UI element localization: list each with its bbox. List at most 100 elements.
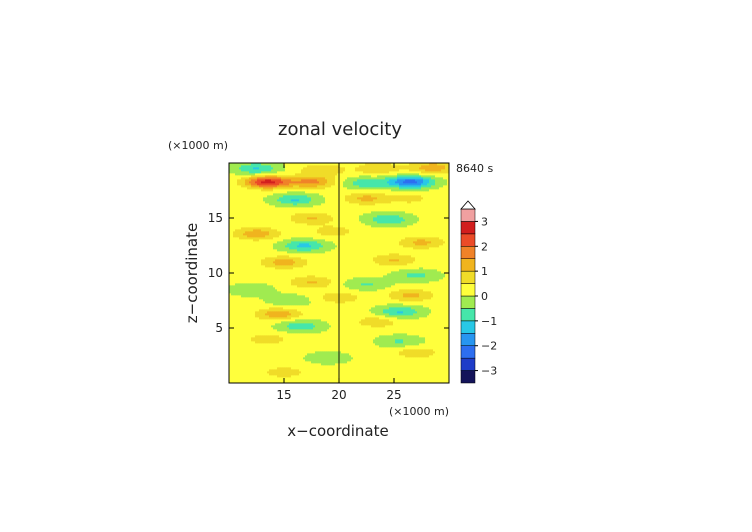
heatmap-cell <box>311 313 314 316</box>
heatmap-cell <box>313 305 316 308</box>
heatmap-cell <box>401 307 404 310</box>
heatmap-cell <box>371 347 374 350</box>
heatmap-cell <box>351 343 354 346</box>
heatmap-cell <box>235 309 238 312</box>
heatmap-cell <box>279 291 282 294</box>
heatmap-cell <box>405 349 408 352</box>
heatmap-cell <box>377 293 380 296</box>
heatmap-cell <box>327 331 330 334</box>
heatmap-cell <box>309 339 312 342</box>
heatmap-cell <box>357 319 360 322</box>
heatmap-cell <box>391 361 394 364</box>
heatmap-cell <box>395 301 398 304</box>
heatmap-cell <box>363 369 366 372</box>
heatmap-cell <box>375 305 378 308</box>
heatmap-cell <box>391 299 394 302</box>
heatmap-cell <box>233 301 236 304</box>
heatmap-cell <box>319 365 322 368</box>
heatmap-cell <box>327 373 330 376</box>
heatmap-cell <box>315 335 318 338</box>
heatmap-cell <box>359 299 362 302</box>
heatmap-cell <box>333 331 336 334</box>
heatmap-cell <box>405 315 408 318</box>
heatmap-cell <box>325 301 328 304</box>
heatmap-cell <box>239 373 242 376</box>
heatmap-cell <box>385 323 388 326</box>
heatmap-cell <box>287 313 290 316</box>
heatmap-cell <box>403 355 406 358</box>
heatmap-cell <box>371 303 374 306</box>
heatmap-cell <box>333 361 336 364</box>
heatmap-cell <box>351 375 354 378</box>
heatmap-cell <box>437 335 440 338</box>
heatmap-cell <box>441 347 444 350</box>
heatmap-cell <box>279 379 282 382</box>
heatmap-cell <box>403 365 406 368</box>
heatmap-cell <box>257 303 260 306</box>
heatmap-cell <box>361 305 364 308</box>
heatmap-cell <box>367 307 370 310</box>
heatmap-cell <box>361 299 364 302</box>
heatmap-cell <box>279 373 282 376</box>
heatmap-cell <box>331 353 334 356</box>
heatmap-cell <box>403 303 406 306</box>
heatmap-cell <box>297 347 300 350</box>
heatmap-cell <box>275 305 278 308</box>
heatmap-cell <box>263 345 266 348</box>
heatmap-cell <box>315 321 318 324</box>
heatmap-cell <box>305 299 308 302</box>
heatmap-cell <box>357 331 360 334</box>
heatmap-cell <box>287 295 290 298</box>
heatmap-cell <box>231 305 234 308</box>
heatmap-cell <box>415 347 418 350</box>
heatmap-cell <box>287 353 290 356</box>
heatmap-cell <box>365 361 368 364</box>
heatmap-cell <box>323 307 326 310</box>
heatmap-cell <box>233 375 236 378</box>
heatmap-cell <box>323 299 326 302</box>
heatmap-cell <box>397 303 400 306</box>
heatmap-cell <box>367 315 370 318</box>
heatmap-cell <box>233 371 236 374</box>
heatmap-cell <box>353 377 356 380</box>
heatmap-cell <box>433 327 436 330</box>
heatmap-cell <box>355 303 358 306</box>
heatmap-cell <box>393 371 396 374</box>
heatmap-cell <box>255 319 258 322</box>
heatmap-cell <box>257 375 260 378</box>
heatmap-cell <box>351 347 354 350</box>
heatmap-cell <box>261 365 264 368</box>
heatmap-cell <box>391 331 394 334</box>
heatmap-cell <box>445 355 448 358</box>
heatmap-cell <box>441 333 444 336</box>
heatmap-cell <box>391 345 394 348</box>
heatmap-cell <box>249 381 252 384</box>
heatmap-cell <box>311 345 314 348</box>
heatmap-cell <box>385 375 388 378</box>
heatmap-cell <box>425 371 428 374</box>
heatmap-cell <box>347 337 350 340</box>
heatmap-cell <box>413 309 416 312</box>
heatmap-cell <box>271 345 274 348</box>
heatmap-cell <box>279 359 282 362</box>
heatmap-cell <box>355 313 358 316</box>
heatmap-cell <box>315 369 318 372</box>
heatmap-cell <box>397 297 400 300</box>
heatmap-cell <box>401 321 404 324</box>
heatmap-cell <box>397 337 400 340</box>
heatmap-cell <box>409 323 412 326</box>
heatmap-cell <box>441 345 444 348</box>
heatmap-cell <box>343 367 346 370</box>
heatmap-cell <box>233 353 236 356</box>
heatmap-cell <box>367 333 370 336</box>
heatmap-cell <box>233 299 236 302</box>
heatmap-cell <box>335 379 338 382</box>
heatmap-cell <box>267 337 270 340</box>
heatmap-cell <box>383 381 386 384</box>
heatmap-cell <box>429 371 432 374</box>
heatmap-cell <box>293 373 296 376</box>
heatmap-cell <box>247 377 250 380</box>
heatmap-cell <box>345 335 348 338</box>
heatmap-cell <box>339 381 342 384</box>
heatmap-cell <box>279 311 282 314</box>
